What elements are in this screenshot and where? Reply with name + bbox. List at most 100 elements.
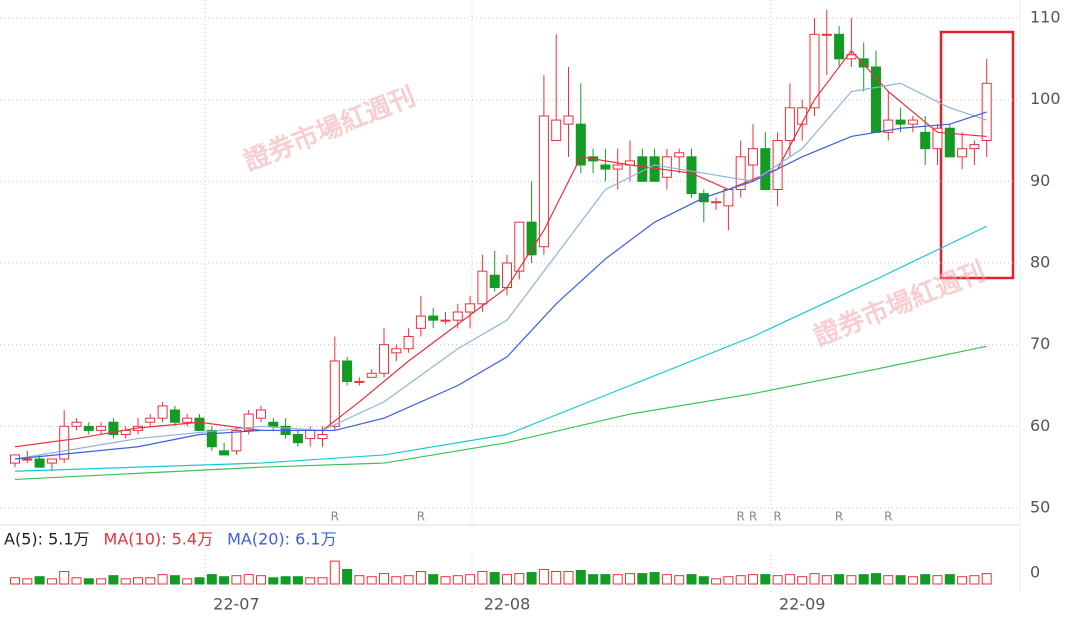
r-marker: R — [417, 510, 425, 524]
volume-bar — [649, 572, 660, 585]
volume-bar — [329, 560, 340, 585]
volume-bar — [895, 575, 906, 585]
candle-body — [391, 348, 402, 354]
volume-bar — [674, 575, 685, 585]
candle-body — [514, 221, 525, 272]
candle-body — [760, 148, 771, 191]
watermark: 證券市場紅週刊 — [809, 256, 989, 353]
volume-bar — [219, 576, 230, 585]
volume-legend: MA(20): 6.1万 — [227, 530, 337, 549]
volume-bar — [735, 575, 746, 585]
candle-body — [415, 315, 426, 329]
candle-body — [612, 164, 623, 170]
volume-bar — [477, 571, 488, 585]
candle-body — [108, 421, 119, 435]
candle-body — [305, 429, 316, 440]
candle-body — [944, 127, 955, 158]
candle-body — [477, 270, 488, 305]
candle-body — [526, 221, 537, 256]
moving-average — [14, 111, 987, 460]
volume-bar — [784, 574, 795, 585]
volume-bar — [944, 574, 955, 585]
candle-body — [452, 311, 463, 321]
volume-bar — [809, 573, 820, 585]
volume-bar — [686, 574, 697, 585]
candle-body — [809, 33, 820, 109]
volume-bar — [698, 576, 709, 585]
volume-bar — [772, 575, 783, 585]
volume-bar — [22, 578, 33, 585]
volume-bar — [305, 577, 316, 585]
volume-bar — [280, 576, 291, 585]
candle-body — [883, 119, 894, 133]
volume-bar — [575, 569, 586, 585]
volume-bar — [452, 575, 463, 585]
r-marker: R — [737, 510, 745, 524]
candle-body — [920, 131, 931, 150]
volume-bar — [428, 574, 439, 585]
volume-bar — [342, 568, 353, 585]
candle-body — [784, 107, 795, 142]
volume-bar — [723, 576, 734, 585]
volume-bar — [206, 574, 217, 585]
candle-body — [96, 425, 107, 431]
candle-body — [821, 33, 832, 36]
volume-bar — [243, 574, 254, 585]
volume-bar — [502, 574, 512, 585]
moving-average — [14, 82, 987, 460]
volume-bar — [194, 577, 205, 585]
candle-body — [83, 425, 94, 431]
volume-bar — [34, 576, 45, 585]
volume-bar — [748, 574, 758, 585]
candle-body — [366, 372, 377, 378]
volume-bar — [625, 573, 635, 585]
candle-body — [735, 156, 746, 190]
volume-bar — [563, 571, 574, 585]
volume-bar — [231, 575, 242, 585]
volume-bar — [637, 573, 648, 585]
volume-tick-label: 0 — [1030, 563, 1040, 582]
volume-bar — [526, 572, 537, 585]
volume-bar — [932, 575, 943, 585]
candle-body — [71, 421, 82, 427]
volume-bar — [256, 575, 266, 585]
candle-body — [22, 458, 33, 461]
x-tick-label: 22-08 — [484, 595, 531, 614]
volume-bar — [71, 577, 82, 585]
volume-bar — [10, 577, 20, 585]
volume-bar — [317, 577, 328, 585]
candle-body — [329, 360, 340, 427]
volume-legend: A(5): 5.1万 — [4, 530, 90, 549]
volume-bar — [538, 568, 549, 585]
volume-bar — [465, 574, 476, 585]
candle-body — [206, 429, 217, 448]
candle-body — [182, 417, 193, 423]
y-tick-label: 60 — [1030, 416, 1050, 435]
candle-body — [379, 344, 389, 374]
moving-average — [14, 225, 987, 472]
candle-body — [292, 434, 303, 444]
candle-body — [871, 66, 881, 133]
volume-bar — [268, 577, 279, 585]
candle-body — [723, 189, 734, 207]
y-tick-label: 50 — [1030, 498, 1050, 517]
y-tick-label: 80 — [1030, 253, 1050, 272]
candle-body — [563, 115, 574, 125]
r-marker: R — [835, 510, 843, 524]
volume-bar — [366, 576, 377, 585]
candle-body — [538, 115, 549, 248]
candle-body — [145, 417, 156, 423]
volume-bar — [157, 574, 168, 585]
candle-body — [256, 409, 266, 419]
y-tick-label: 100 — [1030, 89, 1061, 108]
candle-body — [674, 152, 685, 158]
candle-body — [354, 380, 365, 383]
moving-average — [14, 345, 987, 481]
highlight-box — [939, 30, 1015, 280]
candle-body — [969, 144, 980, 150]
volume-bar — [292, 576, 303, 585]
volume-bar — [612, 574, 623, 585]
r-marker: R — [773, 510, 781, 524]
volume-bar — [354, 575, 365, 585]
